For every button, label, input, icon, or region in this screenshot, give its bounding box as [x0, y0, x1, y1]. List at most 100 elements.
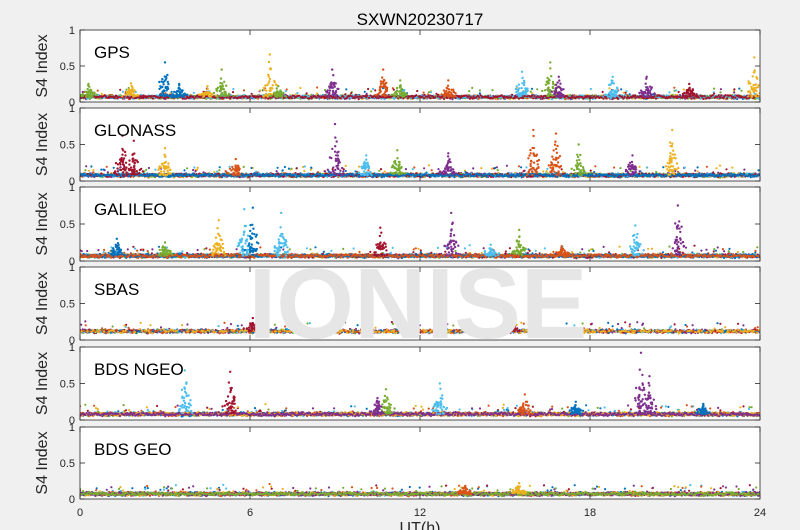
- data-point: [374, 89, 377, 92]
- data-point: [519, 92, 523, 95]
- data-point: [221, 85, 224, 88]
- data-point: [446, 84, 450, 88]
- data-point: [95, 93, 98, 96]
- data-point: [141, 95, 144, 98]
- data-point: [757, 97, 760, 100]
- data-point: [383, 79, 386, 82]
- data-point: [550, 75, 553, 78]
- data-point: [514, 87, 518, 91]
- data-point: [617, 97, 620, 100]
- panel-data-points: [80, 53, 760, 101]
- data-point: [447, 79, 450, 82]
- data-point: [173, 90, 176, 94]
- data-point: [415, 94, 418, 97]
- data-point: [96, 95, 99, 99]
- data-point: [510, 95, 513, 99]
- data-point: [281, 93, 284, 96]
- data-point: [132, 95, 135, 98]
- data-point: [333, 93, 336, 96]
- data-point: [379, 80, 383, 83]
- data-point: [129, 97, 132, 100]
- data-point: [393, 95, 396, 98]
- data-point: [332, 81, 336, 85]
- data-point: [164, 86, 167, 90]
- data-point: [675, 89, 678, 92]
- data-point: [345, 88, 348, 91]
- data-point: [440, 93, 443, 96]
- data-point: [174, 95, 177, 98]
- data-point: [316, 92, 319, 95]
- data-point: [558, 79, 561, 82]
- data-point: [339, 97, 342, 100]
- data-point: [81, 93, 85, 96]
- data-point: [216, 86, 220, 90]
- data-point: [87, 93, 90, 96]
- data-point: [326, 91, 329, 94]
- data-point: [163, 61, 167, 64]
- data-point: [92, 93, 95, 96]
- data-point: [673, 86, 676, 89]
- data-point: [734, 96, 737, 99]
- data-point: [724, 94, 727, 97]
- data-point: [515, 90, 518, 94]
- data-point: [269, 94, 273, 98]
- data-point: [271, 87, 274, 90]
- data-point: [397, 95, 400, 99]
- data-point: [434, 96, 437, 99]
- data-point: [471, 97, 474, 100]
- data-point: [366, 94, 369, 97]
- data-point: [390, 93, 393, 97]
- data-point: [677, 90, 680, 94]
- data-point: [422, 91, 425, 94]
- data-point: [219, 89, 222, 92]
- data-point: [381, 94, 384, 97]
- data-point: [623, 95, 626, 99]
- data-point: [654, 97, 658, 100]
- data-point: [559, 82, 562, 85]
- data-point: [454, 95, 457, 98]
- data-point: [392, 88, 395, 91]
- data-point: [702, 97, 705, 100]
- data-point: [166, 80, 169, 84]
- data-point: [605, 97, 608, 100]
- data-point: [738, 87, 741, 90]
- data-point: [342, 95, 345, 98]
- data-point: [397, 90, 401, 93]
- data-point: [316, 86, 319, 89]
- data-point: [545, 80, 548, 84]
- data-point: [448, 94, 452, 98]
- data-point: [87, 90, 90, 93]
- data-point: [690, 97, 693, 100]
- data-point: [701, 95, 704, 98]
- data-point: [350, 92, 353, 95]
- data-point: [517, 83, 520, 86]
- data-point: [549, 61, 552, 64]
- data-point: [399, 79, 402, 82]
- data-point: [206, 87, 209, 91]
- data-point: [268, 77, 272, 81]
- data-point: [121, 95, 124, 98]
- data-point: [126, 92, 129, 95]
- data-point: [332, 74, 335, 77]
- data-point: [129, 82, 133, 85]
- data-point: [269, 89, 272, 92]
- data-point: [167, 82, 170, 86]
- data-point: [551, 80, 555, 84]
- data-point: [86, 97, 89, 100]
- data-point: [262, 86, 266, 90]
- data-point: [142, 96, 145, 100]
- data-point: [275, 87, 278, 90]
- data-point: [365, 92, 368, 95]
- data-point: [532, 97, 535, 100]
- data-point: [337, 87, 340, 91]
- data-point: [400, 88, 403, 92]
- data-point: [427, 94, 430, 97]
- data-point: [399, 92, 402, 96]
- data-point: [546, 94, 550, 98]
- data-point: [703, 95, 706, 98]
- data-point: [379, 82, 383, 86]
- data-point: [125, 88, 128, 91]
- data-point: [454, 92, 457, 95]
- data-point: [395, 86, 399, 90]
